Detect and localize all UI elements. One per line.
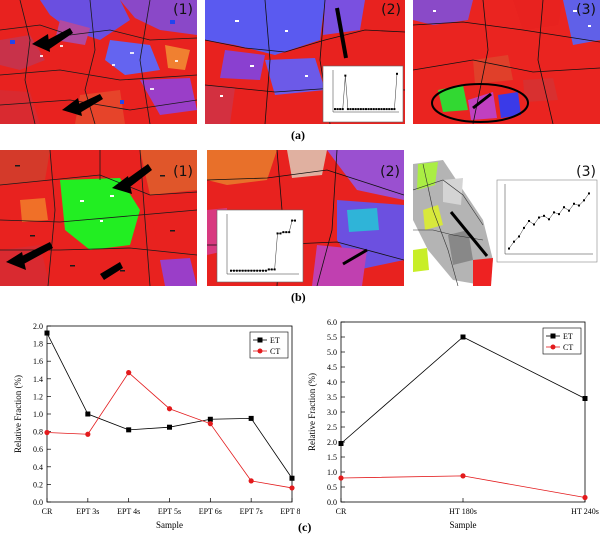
y-tick-label: 4.5 bbox=[327, 363, 337, 372]
chart-relative-fraction-ht: 0.0 0.5 1.0 1.5 2.0 2.5 3.0 3.5 4.0 4.5 5.0 5.5 6.0 C… bbox=[307, 318, 599, 530]
legend-marker bbox=[550, 344, 556, 350]
legend-marker bbox=[550, 333, 556, 339]
panel-label-a2: (2) bbox=[381, 2, 401, 18]
x-axis-label: Sample bbox=[450, 520, 477, 530]
data-point-et bbox=[85, 411, 91, 417]
data-point-ct bbox=[289, 485, 295, 491]
data-point-ct bbox=[248, 478, 254, 484]
data-point-ct bbox=[582, 494, 588, 501]
panel-label-a1: (1) bbox=[173, 2, 193, 18]
y-axis-label: Relative Fraction (%) bbox=[13, 375, 23, 453]
y-tick-label: 2.5 bbox=[327, 423, 337, 432]
orientation-map-a1 bbox=[0, 0, 197, 124]
inset-misorientation-plot-a2 bbox=[334, 72, 398, 111]
data-point-et bbox=[126, 427, 132, 433]
data-point-et bbox=[582, 396, 588, 401]
legend-box bbox=[249, 331, 289, 359]
ebsd-map-a1: (1) bbox=[0, 0, 197, 124]
data-point-et bbox=[289, 475, 295, 481]
x-axis-label: Sample bbox=[156, 520, 183, 530]
orientation-map-a3 bbox=[413, 0, 600, 124]
y-tick-label: 1.8 bbox=[33, 340, 43, 349]
panel-label-b1: (1) bbox=[173, 164, 193, 180]
legend-box bbox=[542, 327, 582, 355]
y-tick-label: 2.0 bbox=[327, 438, 337, 447]
data-point-ct bbox=[166, 406, 173, 412]
x-tick-label: HT 240s bbox=[571, 507, 599, 516]
data-point-ct bbox=[460, 473, 466, 479]
y-tick-label: 0.5 bbox=[327, 483, 337, 492]
figure-label-c: (c) bbox=[298, 520, 312, 534]
inset-line bbox=[508, 193, 590, 249]
data-point-et bbox=[44, 330, 50, 336]
data-point-et bbox=[167, 424, 172, 430]
ebsd-map-a2: (2) bbox=[205, 0, 405, 124]
y-tick-label: 5.0 bbox=[327, 348, 337, 357]
data-point-et bbox=[207, 416, 213, 422]
y-tick-label: 0.8 bbox=[33, 428, 43, 437]
panel-label-b2: (2) bbox=[380, 164, 400, 180]
orientation-map-a2 bbox=[205, 0, 405, 124]
figure-label-b: (b) bbox=[291, 290, 306, 304]
data-point-et bbox=[460, 334, 466, 340]
y-tick-label: 1.4 bbox=[33, 375, 43, 384]
y-tick-label: 1.0 bbox=[33, 410, 43, 419]
x-tick-label: EPT 3s bbox=[76, 507, 99, 516]
y-tick-label: 0.6 bbox=[33, 445, 43, 454]
x-tick-label: HT 180s bbox=[449, 507, 477, 516]
x-tick-label: EPT 6s bbox=[199, 507, 222, 516]
orientation-map-b3 bbox=[413, 150, 600, 286]
orientation-map-b1 bbox=[0, 150, 197, 286]
inset-misorientation-plot-b2 bbox=[230, 219, 296, 272]
inset-line bbox=[231, 220, 295, 271]
y-tick-label: 4.0 bbox=[327, 378, 337, 387]
figure-label-a: (a) bbox=[291, 128, 305, 142]
legend-marker bbox=[257, 348, 263, 354]
y-tick-label: 0.0 bbox=[327, 498, 337, 507]
y-tick-label: 3.0 bbox=[327, 408, 337, 417]
data-point-ct bbox=[126, 370, 132, 376]
y-tick-label: 0.0 bbox=[33, 498, 43, 507]
orientation-map-b2 bbox=[207, 150, 404, 286]
y-tick-label: 1.5 bbox=[327, 453, 337, 462]
series-line-ct bbox=[340, 475, 586, 498]
legend-entry: CT bbox=[270, 347, 280, 356]
data-point-ct bbox=[85, 431, 91, 437]
legend-entry: CT bbox=[563, 343, 573, 352]
ebsd-map-a3: (3) bbox=[413, 0, 600, 124]
y-tick-label: 1.0 bbox=[327, 468, 337, 477]
data-point-ct bbox=[44, 429, 50, 436]
data-point-et bbox=[248, 415, 254, 421]
y-tick-label: 5.5 bbox=[327, 333, 337, 342]
data-point-et bbox=[338, 441, 344, 446]
y-tick-label: 0.2 bbox=[33, 480, 43, 489]
x-tick-label: EPT 8s bbox=[280, 507, 300, 516]
ebsd-map-b3: (3) bbox=[413, 150, 600, 286]
legend-entry: ET bbox=[563, 332, 573, 341]
y-axis-label: Relative Fraction (%) bbox=[307, 373, 317, 451]
x-tick-label: EPT 5s bbox=[158, 507, 181, 516]
ebsd-map-b2: (2) bbox=[207, 150, 404, 286]
x-tick-label: EPT 7s bbox=[240, 507, 263, 516]
chart-relative-fraction-ept: 0.0 0.2 0.4 0.6 0.8 1.0 1.2 1.4 1.6 1.8 2.0 CR EPT 3… bbox=[13, 322, 300, 530]
x-tick-label: CR bbox=[336, 507, 347, 516]
inset-line bbox=[335, 73, 398, 110]
panel-label-b3: (3) bbox=[576, 164, 596, 180]
y-tick-label: 3.5 bbox=[327, 393, 337, 402]
legend-entry: ET bbox=[270, 336, 280, 345]
y-tick-label: 2.0 bbox=[33, 322, 43, 331]
legend-marker bbox=[257, 337, 263, 343]
y-tick-label: 1.6 bbox=[33, 357, 43, 366]
y-tick-label: 6.0 bbox=[327, 318, 337, 327]
series-line-ct bbox=[46, 372, 293, 489]
x-tick-label: CR bbox=[42, 507, 53, 516]
x-tick-label: EPT 4s bbox=[117, 507, 140, 516]
data-point-ct bbox=[207, 421, 213, 427]
y-tick-label: 0.4 bbox=[33, 463, 43, 472]
panel-label-a3: (3) bbox=[576, 2, 596, 18]
ebsd-map-b1: (1) bbox=[0, 150, 197, 286]
data-point-ct bbox=[338, 475, 344, 481]
y-tick-label: 1.2 bbox=[33, 392, 43, 401]
inset-misorientation-plot-b3 bbox=[508, 192, 590, 250]
